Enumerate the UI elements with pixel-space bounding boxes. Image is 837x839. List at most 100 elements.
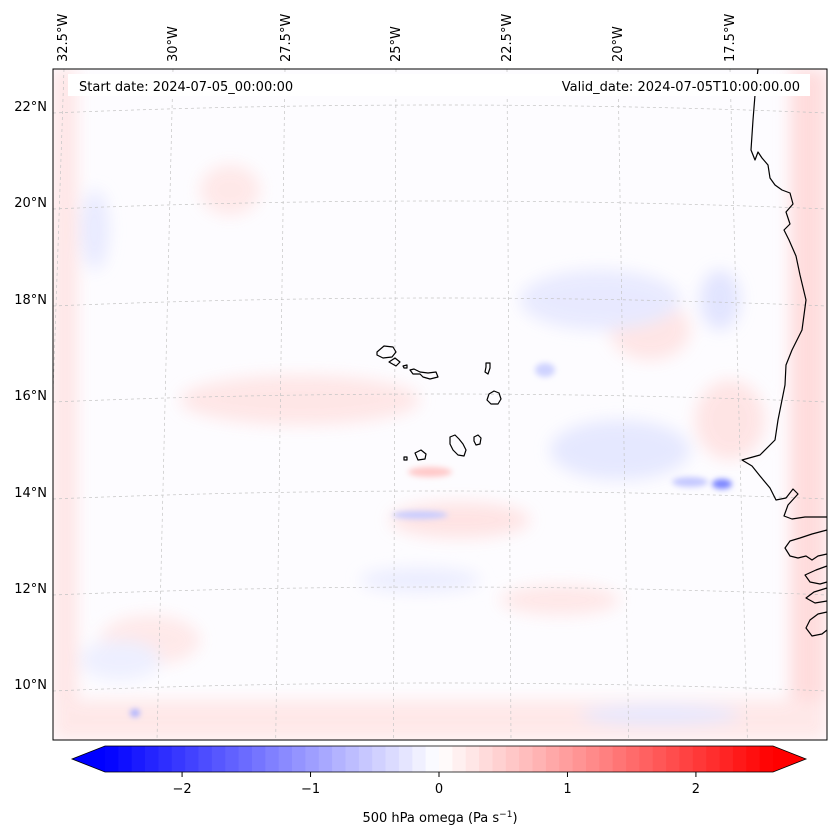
lon-tick-label: 17.5°W	[723, 14, 738, 62]
field-blob	[580, 705, 740, 725]
colorbar-cell	[385, 746, 400, 772]
colorbar-cell	[639, 746, 654, 772]
lat-tick-label: 16°N	[14, 389, 47, 404]
colorbar-tick-label: 1	[563, 782, 571, 797]
colorbar-cell	[759, 746, 774, 772]
colorbar-cell	[158, 746, 173, 772]
lon-tick-label: 32.5°W	[56, 14, 71, 62]
parallel-line	[53, 586, 827, 596]
colorbar-cell	[145, 746, 159, 772]
island-santiago	[449, 434, 467, 457]
colorbar-cell	[425, 746, 440, 772]
colorbar-cell	[412, 746, 427, 772]
colorbar-tick-label: −1	[301, 782, 320, 797]
colorbar-cell	[505, 746, 520, 772]
colorbar-label-close: )	[512, 811, 517, 826]
colorbar-outline	[70, 745, 808, 773]
colorbar-cell	[626, 746, 640, 772]
colorbar-extend-max	[773, 746, 806, 772]
colorbar-label-exponent: −1	[499, 810, 512, 820]
field-blob	[535, 363, 555, 377]
colorbar-cell	[358, 746, 373, 772]
colorbar-cell	[292, 746, 306, 772]
colorbar-cell	[398, 746, 413, 772]
african-coastline	[784, 529, 828, 561]
meridian-line	[506, 69, 512, 740]
colorbar-cell	[599, 746, 614, 772]
parallel-line	[53, 200, 827, 210]
colorbar-gradient	[105, 746, 774, 772]
colorbar-tick-label: 0	[435, 782, 443, 797]
island-sao-vicente	[388, 357, 401, 367]
field-blob	[81, 190, 109, 270]
colorbar-cell	[171, 746, 186, 772]
colorbar-cell	[559, 746, 573, 772]
colorbar-cell	[519, 746, 533, 772]
field-blob	[392, 511, 448, 519]
meridian-line	[729, 69, 748, 740]
lat-tick-label: 10°N	[14, 678, 47, 693]
colorbar-extend-min	[72, 746, 105, 772]
african-coastline	[805, 611, 828, 637]
colorbar-cell	[372, 746, 386, 772]
field-blob	[53, 69, 77, 740]
colorbar: −2 −1 0 1 2 500 hPa omega (Pa s−1)	[70, 745, 808, 826]
colorbar-cell	[345, 746, 360, 772]
lon-tick-label: 22.5°W	[500, 14, 515, 62]
field-blob	[80, 640, 160, 680]
parallel-line	[53, 104, 827, 114]
colorbar-cell	[225, 746, 239, 772]
colorbar-cell	[706, 746, 720, 772]
colorbar-cell	[185, 746, 199, 772]
map-plot[interactable]	[41, 68, 828, 741]
field-blob	[520, 270, 680, 330]
valid-date-label: Valid_date: 2024-07-05T10:00:00.00	[562, 80, 800, 95]
field-blob	[700, 270, 740, 330]
field-blob	[550, 420, 690, 480]
parallel-line	[53, 682, 827, 692]
colorbar-cell	[265, 746, 280, 772]
colorbar-cell	[118, 746, 133, 772]
lon-tick-label: 20°W	[611, 26, 626, 62]
field-blob	[695, 380, 765, 460]
island-sao-nicolau	[409, 368, 439, 380]
lon-tick-labels: 32.5°W 30°W 27.5°W 25°W 22.5°W 20°W 17.5…	[56, 14, 738, 62]
field-blob	[200, 165, 260, 215]
colorbar-cell	[746, 746, 761, 772]
island-boa-vista	[486, 390, 502, 405]
colorbar-cell	[318, 746, 333, 772]
lat-tick-label: 20°N	[14, 196, 47, 211]
lat-tick-labels: 22°N 20°N 18°N 16°N 14°N 12°N 10°N	[14, 100, 47, 693]
colorbar-cell	[612, 746, 627, 772]
colorbar-cell	[131, 746, 146, 772]
meridian-line	[617, 69, 630, 740]
colorbar-cell	[251, 746, 266, 772]
coastlines	[376, 68, 828, 637]
omega-field	[53, 69, 827, 740]
parallel-line	[53, 393, 827, 403]
colorbar-ticks: −2 −1 0 1 2	[172, 772, 700, 797]
meridian-line	[156, 69, 174, 740]
graticule	[53, 69, 827, 740]
plot-frame	[52, 68, 828, 741]
start-date-label: Start date: 2024-07-05_00:00:00	[79, 80, 293, 95]
colorbar-cell	[238, 746, 253, 772]
colorbar-tick-label: −2	[172, 782, 191, 797]
colorbar-cell	[572, 746, 587, 772]
african-coastline	[741, 68, 827, 520]
lat-tick-label: 12°N	[14, 582, 47, 597]
island-santa-luzia	[402, 364, 408, 369]
lon-tick-label: 30°W	[166, 26, 181, 62]
colorbar-cell	[652, 746, 667, 772]
colorbar-label-main: 500 hPa omega (Pa s	[362, 811, 499, 826]
lat-tick-label: 18°N	[14, 293, 47, 308]
field-blob	[712, 479, 732, 489]
island-santo-antao	[376, 345, 397, 359]
colorbar-cell	[198, 746, 213, 772]
colorbar-cell	[332, 746, 346, 772]
colorbar-cell	[278, 746, 293, 772]
colorbar-cell	[465, 746, 480, 772]
field-blob	[390, 502, 530, 538]
colorbar-cell	[732, 746, 747, 772]
annotation-band	[68, 74, 810, 96]
